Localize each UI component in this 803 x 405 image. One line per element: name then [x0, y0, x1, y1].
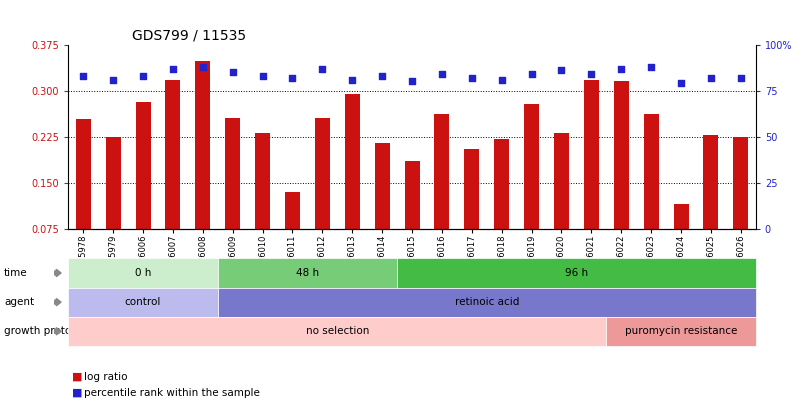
Bar [643, 114, 658, 229]
Bar [374, 143, 389, 229]
Point [674, 80, 687, 87]
Point [375, 72, 388, 79]
Bar [285, 192, 300, 229]
Point [703, 75, 716, 81]
Text: puromycin resistance: puromycin resistance [624, 326, 736, 336]
Text: 96 h: 96 h [565, 268, 587, 278]
Text: log ratio: log ratio [84, 372, 128, 382]
Bar [613, 81, 628, 229]
Bar [195, 61, 210, 229]
Text: ■: ■ [72, 388, 83, 398]
Text: retinoic acid: retinoic acid [454, 297, 518, 307]
Bar [553, 133, 569, 229]
Bar [464, 149, 479, 229]
Point [286, 75, 299, 81]
Bar [105, 137, 120, 229]
Bar [524, 104, 538, 229]
Bar [583, 79, 598, 229]
Bar [703, 135, 718, 229]
Text: 48 h: 48 h [296, 268, 319, 278]
Point [137, 72, 149, 79]
Point [465, 75, 478, 81]
Point [256, 72, 269, 79]
Point [77, 72, 90, 79]
Point [524, 71, 537, 77]
Text: agent: agent [4, 297, 34, 307]
Text: no selection: no selection [305, 326, 369, 336]
Text: control: control [124, 297, 161, 307]
Point [166, 65, 179, 72]
Bar [344, 94, 359, 229]
Point [196, 64, 209, 70]
Bar [732, 137, 748, 229]
Point [495, 76, 507, 83]
Point [585, 71, 597, 77]
Point [226, 69, 238, 75]
Bar [404, 161, 419, 229]
Text: percentile rank within the sample: percentile rank within the sample [84, 388, 260, 398]
Bar [165, 80, 180, 229]
Point [345, 76, 358, 83]
Point [554, 67, 567, 74]
Text: time: time [4, 268, 27, 278]
Point [614, 65, 627, 72]
Bar [434, 114, 449, 229]
Point [107, 76, 120, 83]
Point [406, 78, 418, 85]
Point [316, 65, 328, 72]
Point [435, 71, 448, 77]
Point [733, 75, 746, 81]
Bar [136, 102, 150, 229]
Point [644, 64, 657, 70]
Text: GDS799 / 11535: GDS799 / 11535 [132, 28, 246, 43]
Bar [255, 133, 270, 229]
Bar [673, 204, 687, 229]
Text: ■: ■ [72, 372, 83, 382]
Text: growth protocol: growth protocol [4, 326, 86, 336]
Bar [75, 119, 91, 229]
Text: 0 h: 0 h [135, 268, 151, 278]
Bar [494, 139, 508, 229]
Bar [315, 118, 329, 229]
Bar [225, 118, 240, 229]
